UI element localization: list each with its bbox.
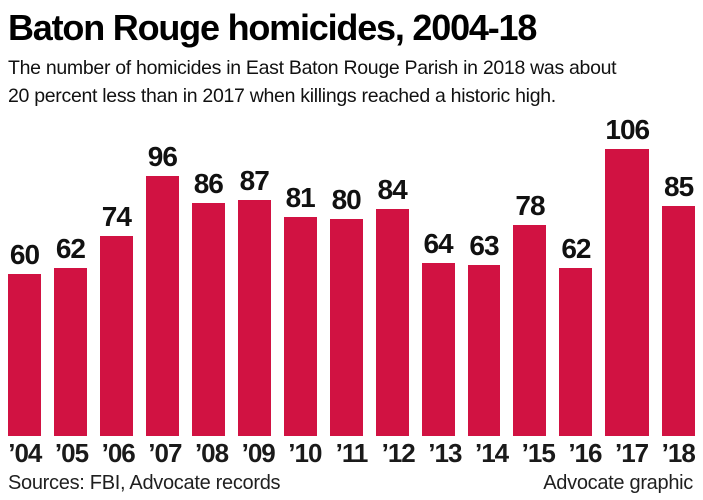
x-axis-tick-label: ’18 — [661, 438, 696, 468]
bar-plot-area: 60 62 74 96 86 87 81 80 84 64 63 78 62 106 85 — [0, 114, 703, 436]
bar-value-label: 106 — [605, 114, 650, 145]
sources-note: Sources: FBI, Advocate records — [8, 472, 281, 494]
x-axis-tick-label: ’10 — [288, 438, 322, 468]
x-axis-tick-label: ’08 — [194, 438, 229, 468]
x-axis: ’04 ’05 ’06 ’07 ’08 ’09 ’10 ’11 ’12 ’13 ’14 ’15 ’16 ’… — [0, 438, 703, 469]
bar-value-label: 81 — [285, 182, 316, 213]
bar-value-label: 63 — [469, 230, 499, 261]
bar — [421, 263, 455, 436]
bar — [53, 268, 87, 436]
bar-value-label: 64 — [423, 228, 453, 259]
bar-value-label: 87 — [239, 165, 270, 196]
credit-note: Advocate graphic — [543, 472, 693, 494]
bar — [145, 176, 179, 436]
bar-group: 80 — [329, 184, 363, 436]
bar — [99, 236, 133, 436]
bar-value-label: 86 — [193, 168, 224, 199]
chart-subtitle-line-1: The number of homicides in East Baton Ro… — [8, 56, 617, 79]
chart-subtitle: The number of homicides in East Baton Ro… — [8, 54, 693, 111]
bar-group: 81 — [283, 182, 317, 436]
bar-value-label: 62 — [561, 233, 591, 264]
bar — [8, 274, 41, 436]
bar-value-label: 80 — [331, 184, 362, 215]
bar-group: 60 — [8, 239, 41, 436]
bar-group: 63 — [467, 230, 501, 436]
x-axis-tick-label: ’12 — [381, 438, 416, 468]
bar — [283, 217, 317, 436]
bar-value-label: 85 — [664, 171, 694, 202]
bar-group: 62 — [53, 233, 87, 436]
bar-group: 78 — [513, 190, 547, 436]
bar-group: 106 — [605, 114, 650, 436]
bar — [513, 225, 547, 436]
x-axis-tick-label: ’07 — [148, 438, 182, 468]
bar — [375, 209, 409, 436]
bar — [237, 200, 271, 436]
bar-value-label: 78 — [515, 190, 545, 221]
bar-group: 84 — [375, 174, 409, 436]
bar-group: 85 — [662, 171, 696, 436]
x-axis-tick-label: ’16 — [568, 438, 602, 468]
x-axis-tick-label: ’06 — [101, 438, 136, 468]
chart-footer: Sources: FBI, Advocate records Advocate … — [0, 472, 703, 495]
x-axis-tick-label: ’17 — [614, 438, 649, 468]
chart-header: Baton Rouge homicides, 2004-18 The numbe… — [0, 0, 703, 110]
bar-value-label: 62 — [55, 233, 86, 264]
bar-group: 64 — [421, 228, 455, 436]
chart-subtitle-line-2: 20 percent less than in 2017 when killin… — [8, 84, 556, 107]
x-axis-tick-label: ’05 — [54, 438, 89, 468]
bar-group: 86 — [191, 168, 225, 436]
x-axis-tick-label: ’13 — [428, 438, 462, 468]
x-axis-tick-label: ’04 — [8, 438, 42, 468]
x-axis-tick-label: ’11 — [335, 438, 369, 468]
x-axis-tick-label: ’14 — [474, 438, 509, 468]
chart-title: Baton Rouge homicides, 2004-18 — [8, 7, 537, 48]
bar-group: 96 — [145, 141, 179, 436]
bar — [559, 268, 593, 436]
bar-group: 74 — [99, 201, 133, 436]
bar — [662, 206, 696, 436]
bar-group: 87 — [237, 165, 271, 436]
bar-value-label: 96 — [147, 141, 178, 172]
bar-value-label: 84 — [377, 174, 408, 205]
bar-group: 62 — [559, 233, 593, 436]
x-axis-tick-label: ’15 — [521, 438, 556, 468]
bar — [605, 149, 650, 436]
bar — [467, 265, 501, 436]
x-axis-tick-label: ’09 — [241, 438, 276, 468]
bar — [191, 203, 225, 436]
bar — [329, 219, 363, 436]
bar-value-label: 60 — [9, 239, 40, 270]
bar-value-label: 74 — [101, 201, 132, 232]
